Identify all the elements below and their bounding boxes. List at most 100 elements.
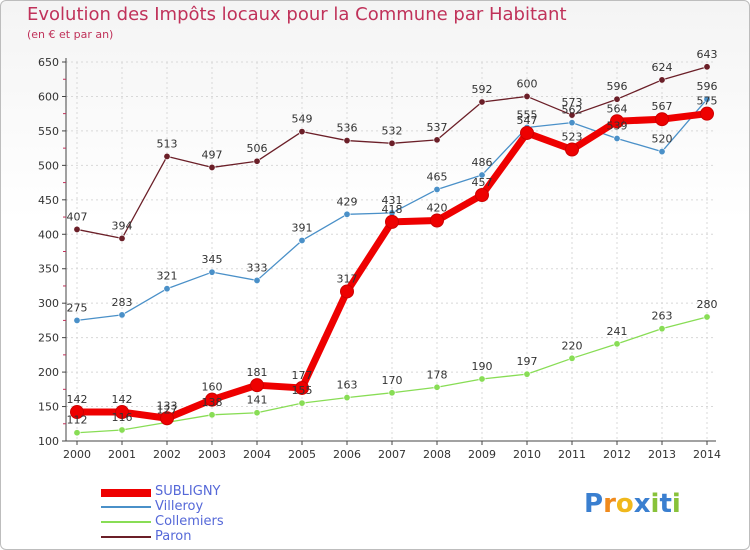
data-point-collemiers	[208, 411, 216, 419]
data-point-villeroy	[298, 236, 306, 244]
x-tick-label: 2007	[378, 448, 406, 461]
y-tick-label: 300	[38, 297, 59, 310]
data-label-collemiers: 112	[67, 414, 88, 427]
data-label-subligny: 575	[697, 95, 718, 108]
data-label-subligny: 133	[157, 399, 178, 412]
logo-letter: P	[584, 489, 604, 519]
data-label-collemiers: 163	[337, 379, 358, 392]
x-tick-label: 2012	[603, 448, 631, 461]
data-point-collemiers	[658, 325, 666, 333]
data-label-subligny: 142	[112, 393, 133, 406]
x-tick-label: 2013	[648, 448, 676, 461]
data-point-collemiers	[298, 399, 306, 407]
data-label-villeroy: 562	[562, 104, 583, 117]
data-point-paron	[478, 98, 486, 106]
logo-letter: i	[671, 489, 681, 519]
data-label-subligny: 564	[607, 102, 628, 115]
data-label-collemiers: 170	[382, 374, 403, 387]
data-point-paron	[298, 128, 306, 136]
data-label-villeroy: 486	[472, 156, 493, 169]
data-label-subligny: 547	[517, 114, 538, 127]
logo-letter: r	[603, 489, 616, 519]
data-point-subligny	[610, 114, 624, 129]
data-label-collemiers: 138	[202, 396, 223, 409]
logo-letter: t	[659, 489, 672, 519]
data-label-paron: 407	[67, 210, 88, 223]
data-point-collemiers	[388, 389, 396, 397]
data-label-villeroy: 596	[697, 80, 718, 93]
data-point-subligny	[700, 106, 714, 121]
data-point-paron	[208, 163, 216, 171]
data-label-villeroy: 283	[112, 296, 133, 309]
y-tick-label: 450	[38, 194, 59, 207]
y-tick-label: 150	[38, 401, 59, 414]
data-label-villeroy: 391	[292, 221, 313, 234]
data-label-paron: 600	[517, 77, 538, 90]
data-label-subligny: 160	[202, 381, 223, 394]
proxiti-logo: Proxiti	[584, 489, 681, 519]
logo-letter: o	[615, 489, 634, 519]
data-point-collemiers	[73, 429, 81, 437]
x-tick-label: 2001	[108, 448, 136, 461]
data-point-villeroy	[613, 134, 621, 142]
data-label-paron: 592	[472, 83, 493, 96]
y-tick-label: 600	[38, 90, 59, 103]
data-label-villeroy: 555	[517, 108, 538, 121]
data-point-villeroy	[343, 210, 351, 218]
x-tick-label: 2000	[63, 448, 91, 461]
data-point-villeroy	[478, 171, 486, 179]
data-label-subligny: 457	[472, 176, 493, 189]
data-label-paron: 394	[112, 219, 133, 232]
data-label-villeroy: 465	[427, 170, 448, 183]
data-label-subligny: 317	[337, 272, 358, 285]
data-point-paron	[433, 136, 441, 144]
data-point-subligny	[295, 380, 309, 395]
legend-swatch	[101, 506, 151, 508]
data-label-villeroy: 321	[157, 270, 178, 283]
data-point-villeroy	[703, 95, 711, 103]
x-tick-label: 2010	[513, 448, 541, 461]
data-point-paron	[568, 111, 576, 119]
legend-label: Collemiers	[155, 514, 224, 529]
data-label-subligny: 418	[382, 203, 403, 216]
data-label-paron: 643	[697, 48, 718, 61]
y-tick-label: 550	[38, 125, 59, 138]
data-point-collemiers	[568, 354, 576, 362]
data-point-paron	[523, 92, 531, 100]
data-label-villeroy: 333	[247, 261, 268, 274]
data-point-paron	[658, 76, 666, 84]
data-point-collemiers	[613, 340, 621, 348]
data-point-collemiers	[118, 426, 126, 434]
y-tick-label: 350	[38, 263, 59, 276]
y-tick-label: 400	[38, 228, 59, 241]
data-label-subligny: 567	[652, 100, 673, 113]
data-point-villeroy	[433, 185, 441, 193]
x-tick-label: 2002	[153, 448, 181, 461]
data-point-paron	[118, 234, 126, 242]
data-point-subligny	[475, 187, 489, 202]
data-point-subligny	[430, 213, 444, 228]
data-point-collemiers	[523, 370, 531, 378]
x-tick-label: 2003	[198, 448, 226, 461]
data-point-subligny	[160, 411, 174, 426]
data-label-collemiers: 241	[607, 325, 628, 338]
data-label-paron: 536	[337, 122, 358, 135]
data-label-collemiers: 263	[652, 310, 673, 323]
legend-label: Paron	[155, 529, 192, 544]
data-point-subligny	[115, 405, 129, 420]
data-point-collemiers	[343, 394, 351, 402]
legend-swatch	[101, 536, 151, 538]
y-tick-label: 250	[38, 332, 59, 345]
x-tick-label: 2004	[243, 448, 271, 461]
data-point-collemiers	[478, 375, 486, 383]
logo-letter: i	[650, 489, 660, 519]
data-label-collemiers: 280	[697, 298, 718, 311]
x-tick-label: 2008	[423, 448, 451, 461]
data-label-villeroy: 520	[652, 133, 673, 146]
data-point-villeroy	[568, 119, 576, 127]
data-label-villeroy: 345	[202, 253, 223, 266]
data-label-subligny: 142	[67, 393, 88, 406]
data-label-collemiers: 116	[112, 411, 133, 424]
data-label-paron: 624	[652, 61, 673, 74]
